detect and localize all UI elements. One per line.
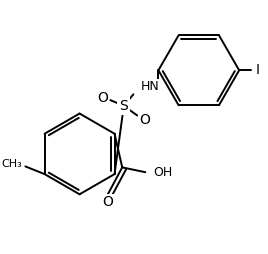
Text: O: O [97, 91, 108, 105]
Text: O: O [102, 195, 113, 209]
Text: S: S [120, 99, 128, 113]
Text: HN: HN [141, 80, 160, 93]
Text: O: O [140, 113, 150, 127]
Text: OH: OH [153, 166, 172, 179]
Text: I: I [255, 63, 259, 77]
Text: CH₃: CH₃ [2, 160, 23, 169]
